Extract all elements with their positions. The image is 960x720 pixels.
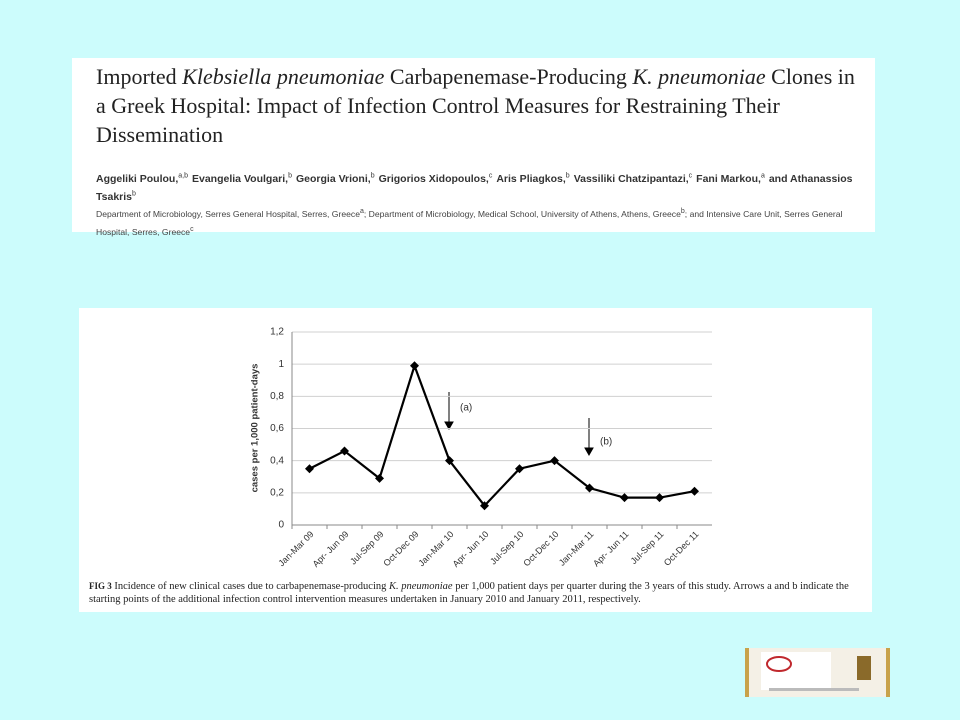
logo: [745, 648, 890, 697]
affiliation: Department of Microbiology, Serres Gener…: [96, 208, 360, 219]
figure-caption: FIG 3 Incidence of new clinical cases du…: [89, 580, 864, 606]
author-name: Evangelia Voulgari,: [192, 172, 289, 185]
author-name: Aggeliki Poulou,: [96, 172, 179, 185]
logo-mark: [766, 656, 792, 672]
author-name: and Athanassios Tsakris: [96, 172, 853, 204]
y-axis-label: cases per 1,000 patient-days: [250, 364, 261, 493]
y-tick-label: 0,6: [270, 423, 284, 434]
logo-emblem: [857, 656, 871, 680]
x-tick-label: Oct-Dec 11: [662, 529, 701, 568]
arrows: [444, 392, 594, 457]
y-tick-label: 0,2: [270, 487, 284, 498]
author-affiliation: c: [688, 172, 693, 179]
author-name: Vassiliki Chatzipantazi,: [573, 172, 689, 185]
author-affiliation: b: [370, 172, 375, 179]
author-name: Georgia Vrioni,: [296, 172, 371, 185]
marker: [655, 493, 664, 503]
caption-part: per 1,000 patient days per quarter durin…: [89, 581, 849, 605]
author: Fani Markou,a: [696, 172, 765, 185]
author-affiliation: b: [565, 172, 570, 179]
x-tick-label: Jul-Sep 11: [629, 529, 666, 566]
arrowhead: [584, 447, 594, 457]
marker: [585, 483, 594, 493]
x-tick-label: Jan-Mar 11: [557, 529, 596, 568]
caption-part: FIG 3: [89, 581, 112, 591]
y-tick-label: 1: [278, 359, 284, 370]
y-tick-label: 0,8: [270, 391, 284, 402]
arrowhead: [444, 421, 454, 431]
author-affiliation: a: [760, 172, 765, 179]
marker: [515, 464, 524, 474]
author-affiliation: a,b: [178, 172, 188, 179]
article-title: Imported Klebsiella pneumoniae Carbapene…: [96, 62, 856, 149]
x-tick-label: Jul-Sep 09: [348, 529, 385, 566]
affiliations: Department of Microbiology, Serres Gener…: [96, 204, 876, 240]
marker: [445, 456, 454, 466]
x-tick-label: Apr- Jun 11: [591, 529, 630, 568]
logo-art: [761, 652, 871, 691]
marker: [690, 486, 699, 496]
x-tick-label: Apr- Jun 10: [451, 529, 491, 569]
x-tick-label: Apr- Jun 09: [311, 529, 351, 569]
article-header: Imported Klebsiella pneumoniae Carbapene…: [72, 58, 876, 237]
title-part: Klebsiella pneumoniae: [182, 64, 385, 89]
affiliation-mark: b: [680, 208, 685, 215]
annotation: (a): [460, 403, 472, 414]
author-affiliation: b: [288, 172, 292, 179]
marker: [620, 493, 629, 503]
caption-part: Incidence of new clinical cases due to c…: [111, 581, 390, 592]
caption-part: K. pneumoniae: [389, 581, 453, 592]
title-part: Imported: [96, 64, 183, 89]
x-tick-label: Oct-Dec 10: [521, 529, 560, 568]
affiliation: ; and Intensive Care Unit, Serres Genera…: [96, 208, 843, 237]
logo-text-line: [769, 688, 859, 691]
marker: [375, 473, 384, 483]
author: Vassiliki Chatzipantazi,c: [573, 172, 693, 185]
chart: (a) (b) cases per 1,000 patient-days 0 0,…: [250, 327, 712, 569]
x-tick-label: Jul-Sep 10: [488, 529, 525, 566]
marker: [550, 456, 559, 466]
author-name: Grigorios Xidopoulos,: [378, 172, 489, 185]
y-tick-label: 0: [278, 520, 284, 531]
affiliation-mark: c: [190, 225, 194, 233]
y-tick-label: 0,4: [270, 455, 284, 466]
title-part: Carbapenemase-Producing: [384, 64, 633, 89]
figure: (a) (b) cases per 1,000 patient-days 0 0,…: [79, 308, 872, 612]
x-tick-label: Oct-Dec 09: [381, 529, 420, 568]
author: Aris Pliagkos,b: [496, 172, 570, 185]
author: Grigorios Xidopoulos,c: [378, 172, 493, 185]
author: Georgia Vrioni,b: [296, 172, 375, 185]
title-part: Clones in a Greek Hospital: Impact of In…: [96, 64, 855, 147]
author: Evangelia Voulgari,b: [192, 172, 292, 185]
author-affiliation: c: [488, 172, 493, 179]
marker: [305, 464, 314, 474]
affiliation: ; Department of Microbiology, Medical Sc…: [363, 208, 681, 219]
author-name: Aris Pliagkos,: [496, 172, 566, 185]
line: [309, 362, 695, 508]
title-part: K. pneumoniae: [632, 64, 766, 89]
marker: [340, 446, 349, 456]
authors: Aggeliki Poulou,a,b Evangelia Voulgari,b G…: [96, 168, 876, 205]
author-name: Fani Markou,: [696, 172, 761, 185]
annotation: (b): [600, 437, 612, 448]
author: and Athanassios Tsakrisb: [96, 173, 852, 204]
y-tick-label: 1,2: [270, 327, 284, 338]
author: Aggeliki Poulou,a,b: [96, 172, 188, 185]
marker: [410, 361, 419, 371]
marker: [480, 501, 489, 511]
affiliation-mark: a: [359, 208, 364, 215]
author-affiliation: b: [132, 190, 136, 198]
